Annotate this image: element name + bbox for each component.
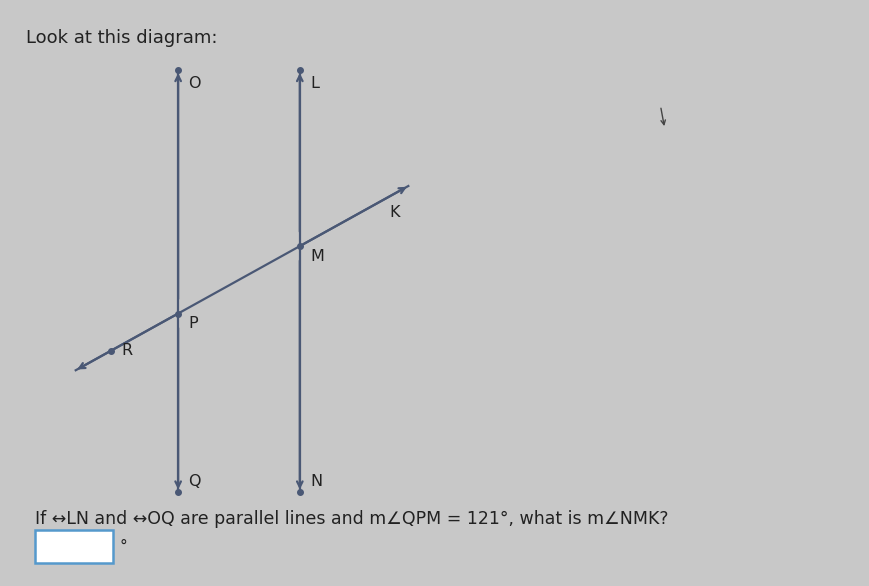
Text: If ↔LN and ↔OQ are parallel lines and m∠QPM = 121°, what is m∠NMK?: If ↔LN and ↔OQ are parallel lines and m∠… bbox=[35, 510, 668, 527]
Text: R: R bbox=[122, 343, 133, 358]
Text: M: M bbox=[310, 249, 324, 264]
Text: N: N bbox=[310, 474, 322, 489]
Text: °: ° bbox=[120, 539, 128, 554]
Text: Q: Q bbox=[189, 474, 201, 489]
Text: P: P bbox=[189, 316, 198, 332]
Text: K: K bbox=[389, 205, 400, 220]
Text: L: L bbox=[310, 76, 319, 91]
Text: Look at this diagram:: Look at this diagram: bbox=[26, 29, 217, 47]
FancyBboxPatch shape bbox=[35, 530, 113, 563]
Text: O: O bbox=[189, 76, 201, 91]
